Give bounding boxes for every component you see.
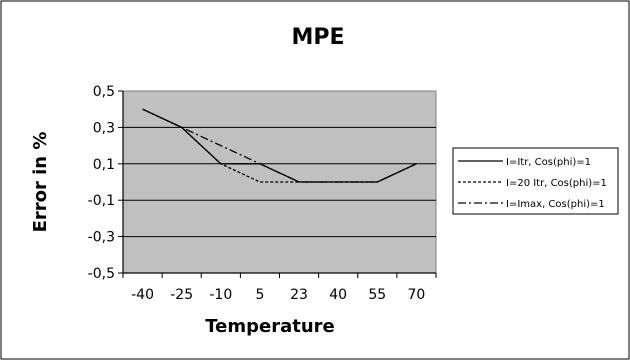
x-tick-label: 70 xyxy=(408,287,426,303)
legend-label-3: I=Imax, Cos(phi)=1 xyxy=(506,199,605,210)
gridlines xyxy=(123,126,436,238)
y-tick-label: -0,5 xyxy=(88,266,115,282)
legend-label-2: I=20 Itr, Cos(phi)=1 xyxy=(506,178,607,189)
x-axis-title: Temperature xyxy=(205,316,334,337)
x-tick-label: 55 xyxy=(368,287,386,303)
y-tick-label: 0,3 xyxy=(93,120,115,136)
series-line-3 xyxy=(142,108,417,183)
legend-items: I=Itr, Cos(phi)=1 I=20 Itr, Cos(phi)=1 I=I… xyxy=(458,157,607,210)
plot-background xyxy=(122,90,437,274)
x-tick-label: 23 xyxy=(290,287,308,303)
series-lines xyxy=(142,108,417,183)
x-tick-label: 40 xyxy=(329,287,347,303)
x-tick-label: -25 xyxy=(170,287,193,303)
x-tick-label: -10 xyxy=(209,287,232,303)
legend: I=Itr, Cos(phi)=1 I=20 Itr, Cos(phi)=1 I=I… xyxy=(452,147,619,215)
y-axis-title: Error in % xyxy=(30,132,51,233)
x-ticks: -40 -25 -10 5 23 40 55 70 xyxy=(122,273,437,303)
y-tick-label: 0,5 xyxy=(93,84,115,100)
y-ticks: 0,5 0,3 0,1 -0,1 -0,3 -0,5 xyxy=(88,84,123,282)
plot-area: 0,5 0,3 0,1 -0,1 -0,3 -0,5 -40 -25 -10 5 23 40 55 70 xyxy=(88,84,437,303)
y-tick-label: -0,1 xyxy=(88,193,115,209)
y-tick-label: -0,3 xyxy=(88,230,115,246)
x-tick-label: 5 xyxy=(255,287,264,303)
x-tick-label: -40 xyxy=(131,287,154,303)
chart-title: MPE xyxy=(291,25,344,50)
legend-label-1: I=Itr, Cos(phi)=1 xyxy=(506,157,591,168)
y-tick-label: 0,1 xyxy=(93,157,115,173)
